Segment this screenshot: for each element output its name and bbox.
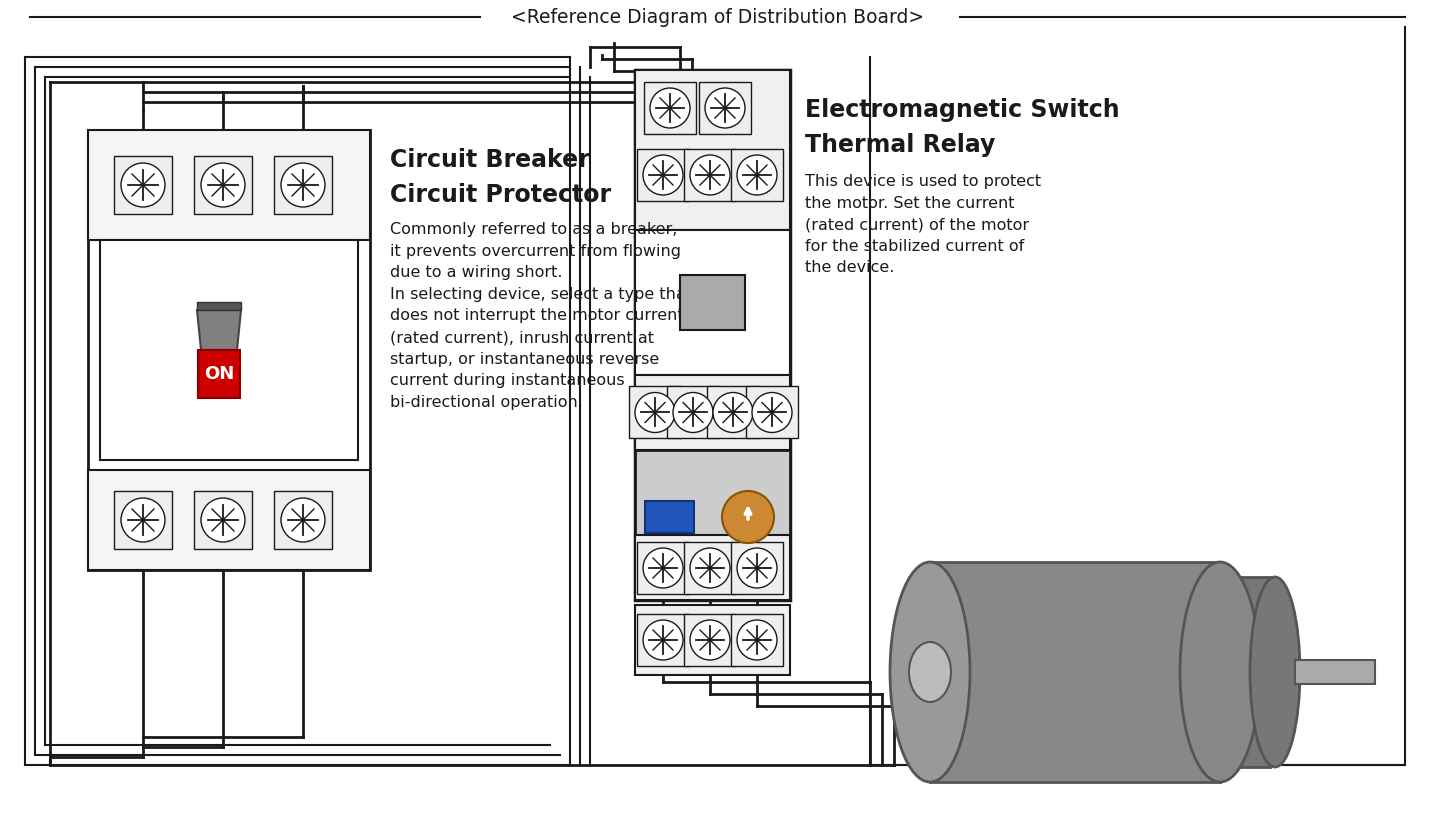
Circle shape [673, 392, 714, 432]
Circle shape [121, 163, 165, 207]
FancyBboxPatch shape [643, 82, 696, 134]
Ellipse shape [1249, 577, 1300, 767]
FancyBboxPatch shape [194, 492, 251, 548]
Circle shape [737, 620, 777, 660]
Text: Commonly referred to as a breaker,
it prevents overcurrent from flowing
due to a: Commonly referred to as a breaker, it pr… [391, 222, 692, 410]
Polygon shape [197, 302, 241, 310]
FancyBboxPatch shape [274, 492, 332, 548]
FancyBboxPatch shape [731, 149, 783, 201]
Text: Circuit Breaker: Circuit Breaker [391, 148, 590, 172]
FancyBboxPatch shape [115, 156, 171, 214]
FancyBboxPatch shape [115, 492, 171, 548]
FancyBboxPatch shape [1215, 577, 1269, 767]
Text: <Reference Diagram of Distribution Board>: <Reference Diagram of Distribution Board… [511, 7, 925, 26]
Circle shape [691, 548, 729, 588]
Circle shape [281, 498, 325, 542]
Circle shape [691, 620, 729, 660]
Circle shape [705, 88, 745, 128]
Circle shape [281, 163, 325, 207]
FancyBboxPatch shape [274, 156, 332, 214]
FancyBboxPatch shape [645, 501, 694, 533]
FancyBboxPatch shape [731, 542, 783, 594]
Text: Thermal Relay: Thermal Relay [806, 133, 995, 157]
FancyBboxPatch shape [635, 230, 790, 375]
Text: Electromagnetic Switch: Electromagnetic Switch [806, 98, 1120, 122]
FancyBboxPatch shape [731, 614, 783, 666]
Circle shape [691, 155, 729, 195]
FancyBboxPatch shape [684, 614, 737, 666]
Circle shape [643, 548, 684, 588]
FancyBboxPatch shape [666, 386, 719, 438]
FancyBboxPatch shape [638, 542, 689, 594]
Circle shape [737, 155, 777, 195]
Circle shape [643, 155, 684, 195]
FancyBboxPatch shape [707, 386, 760, 438]
Circle shape [737, 548, 777, 588]
Circle shape [752, 392, 793, 432]
FancyBboxPatch shape [681, 275, 745, 330]
Circle shape [722, 491, 774, 543]
FancyBboxPatch shape [684, 542, 737, 594]
FancyBboxPatch shape [635, 70, 790, 230]
FancyBboxPatch shape [194, 156, 251, 214]
FancyBboxPatch shape [635, 70, 790, 600]
Circle shape [201, 163, 246, 207]
FancyBboxPatch shape [88, 130, 370, 570]
FancyBboxPatch shape [1295, 660, 1376, 684]
FancyBboxPatch shape [638, 149, 689, 201]
FancyBboxPatch shape [745, 386, 798, 438]
Circle shape [651, 88, 691, 128]
FancyBboxPatch shape [88, 470, 370, 570]
FancyBboxPatch shape [88, 130, 370, 240]
Polygon shape [197, 310, 241, 350]
Circle shape [635, 392, 675, 432]
Circle shape [714, 392, 752, 432]
FancyBboxPatch shape [635, 450, 790, 600]
Circle shape [201, 498, 246, 542]
Text: ON: ON [204, 365, 234, 383]
FancyBboxPatch shape [699, 82, 751, 134]
Text: Circuit Protector: Circuit Protector [391, 183, 612, 207]
FancyBboxPatch shape [635, 535, 790, 600]
Circle shape [643, 620, 684, 660]
FancyBboxPatch shape [931, 562, 1221, 782]
FancyBboxPatch shape [629, 386, 681, 438]
Ellipse shape [909, 642, 951, 702]
Ellipse shape [890, 562, 969, 782]
FancyBboxPatch shape [684, 149, 737, 201]
Ellipse shape [1180, 562, 1259, 782]
FancyBboxPatch shape [198, 350, 240, 398]
Text: This device is used to protect
the motor. Set the current
(rated current) of the: This device is used to protect the motor… [806, 174, 1041, 275]
FancyBboxPatch shape [638, 614, 689, 666]
FancyBboxPatch shape [101, 240, 358, 460]
FancyBboxPatch shape [635, 605, 790, 675]
Circle shape [121, 498, 165, 542]
FancyBboxPatch shape [635, 375, 790, 450]
